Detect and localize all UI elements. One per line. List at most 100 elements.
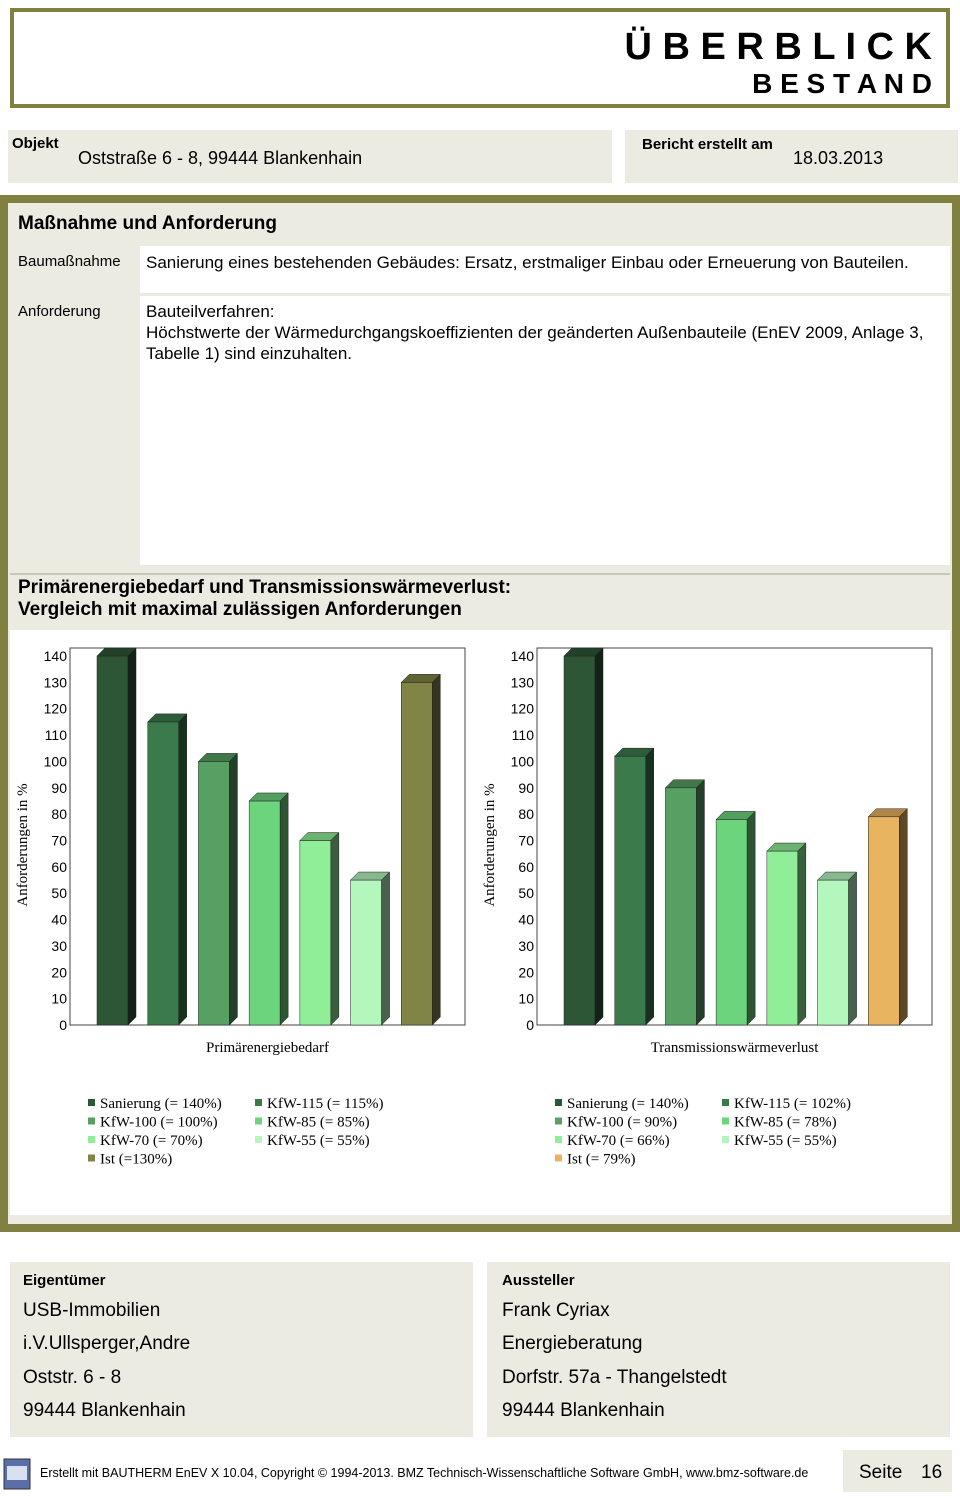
- owner-box: Eigentümer USB-Immobilien i.V.Ullsperger…: [10, 1262, 473, 1437]
- legend-label: Ist (=130%): [100, 1152, 172, 1168]
- object-value: Oststraße 6 - 8, 99444 Blankenhain: [78, 148, 363, 168]
- bar-front: [299, 840, 332, 1026]
- legend-swatch: [255, 1117, 262, 1125]
- header-subtitle: B E S T A N D: [752, 68, 932, 99]
- bar-front: [766, 850, 799, 1026]
- bar-side: [432, 673, 441, 1026]
- bar-side: [797, 842, 807, 1026]
- y-tick-label: 70: [51, 833, 67, 849]
- legend-swatch: [555, 1154, 562, 1162]
- issuer-line: 99444 Blankenhain: [502, 1400, 665, 1421]
- legend-label: KfW-85 (= 78%): [734, 1115, 837, 1131]
- y-tick-label: 110: [45, 727, 68, 743]
- y-tick-label: 90: [51, 780, 67, 796]
- issuer-line: Dorfstr. 57a - Thangelstedt: [502, 1367, 727, 1388]
- charts: 0102030405060708090100110120130140Anford…: [10, 630, 950, 1215]
- bar-front: [401, 682, 433, 1026]
- section-rule: [10, 573, 950, 575]
- legend-label: KfW-55 (= 55%): [267, 1133, 370, 1149]
- owner-line: USB-Immobilien: [23, 1300, 161, 1321]
- object-box: Objekt Oststraße 6 - 8, 99444 Blankenhai…: [8, 130, 612, 183]
- issuer-title: Aussteller: [502, 1272, 575, 1289]
- legend-swatch: [255, 1099, 262, 1106]
- legend-label: KfW-115 (= 102%): [734, 1096, 851, 1112]
- y-axis-label: Anforderungen in %: [482, 783, 498, 906]
- y-tick-label: 20: [518, 964, 534, 980]
- y-axis-label: Anforderungen in %: [15, 783, 31, 906]
- y-tick-label: 120: [44, 701, 68, 717]
- bar-front: [248, 800, 281, 1026]
- y-tick-label: 60: [51, 859, 67, 875]
- bar-front: [563, 655, 596, 1026]
- measure-cell: [140, 246, 950, 293]
- bar: [299, 831, 340, 1026]
- bar-front: [614, 755, 646, 1026]
- bar: [664, 779, 706, 1026]
- y-tick-label: 140: [511, 648, 535, 664]
- header-title: Ü B E R B L I C K: [624, 26, 932, 68]
- bar-side: [381, 871, 390, 1026]
- footer-text: Erstellt mit BAUTHERM EnEV X 10.04, Copy…: [40, 1466, 809, 1480]
- bar-side: [848, 871, 857, 1026]
- legend-label: KfW-55 (= 55%): [734, 1133, 837, 1149]
- y-tick-label: 50: [518, 885, 534, 901]
- report-box: Bericht erstellt am 18.03.2013: [625, 130, 958, 183]
- bar-front: [868, 816, 900, 1026]
- measure-label: Baumaßnahme: [18, 253, 121, 270]
- y-tick-label: 40: [518, 912, 534, 928]
- report-label: Bericht erstellt am: [642, 136, 773, 153]
- logo: [3, 1458, 31, 1490]
- measure-label: Anforderung: [18, 303, 101, 320]
- legend-swatch: [555, 1099, 562, 1106]
- report-value: 18.03.2013: [793, 148, 884, 168]
- issuer-box: Aussteller Frank Cyriax Energieberatung …: [487, 1262, 950, 1437]
- bar-front: [147, 721, 179, 1026]
- bar: [248, 792, 289, 1026]
- bar-side: [279, 792, 289, 1026]
- y-tick-label: 60: [518, 859, 534, 875]
- y-tick-label: 30: [51, 938, 67, 954]
- legend-label: Ist (= 79%): [567, 1152, 635, 1168]
- y-tick-label: 50: [51, 885, 67, 901]
- y-tick-label: 40: [51, 912, 67, 928]
- measures-title: Maßnahme und Anforderung: [18, 213, 277, 234]
- legend-label: KfW-85 (= 85%): [267, 1115, 370, 1131]
- legend-swatch: [722, 1136, 729, 1143]
- x-tick-label: Primärenergiebedarf: [206, 1040, 329, 1056]
- legend-swatch: [555, 1136, 562, 1143]
- bar: [349, 871, 391, 1026]
- y-tick-label: 130: [511, 674, 535, 690]
- measure-text: Sanierung eines bestehenden Gebäudes: Er…: [146, 253, 909, 272]
- bar-side: [899, 808, 908, 1026]
- header-box: Ü B E R B L I C K B E S T A N D: [10, 8, 950, 108]
- measure-text: Bauteilverfahren: Höchstwerte der Wärmed…: [146, 302, 924, 363]
- legend-label: Sanierung (= 140%): [100, 1096, 222, 1112]
- legend-label: KfW-70 (= 70%): [100, 1133, 203, 1149]
- measure-cell: [140, 296, 950, 565]
- bar: [400, 673, 441, 1026]
- y-tick-label: 100: [44, 753, 68, 769]
- bar: [96, 647, 137, 1026]
- legend-swatch: [88, 1117, 95, 1125]
- y-tick-label: 140: [44, 648, 68, 664]
- legend-swatch: [722, 1117, 729, 1125]
- page-box: Seite 16: [843, 1450, 952, 1492]
- bar: [867, 808, 908, 1026]
- bar: [766, 842, 807, 1026]
- y-tick-label: 80: [51, 806, 67, 822]
- bar-front: [665, 787, 697, 1026]
- bar: [197, 752, 239, 1026]
- legend-label: KfW-115 (= 115%): [267, 1096, 383, 1112]
- legend-swatch: [88, 1136, 95, 1143]
- bar-front: [817, 879, 849, 1026]
- bar-side: [594, 647, 604, 1026]
- legend-swatch: [88, 1154, 95, 1162]
- bar-side: [178, 713, 187, 1026]
- bar-side: [330, 831, 340, 1026]
- y-tick-label: 20: [51, 964, 67, 980]
- bar-side: [696, 779, 705, 1026]
- bar: [715, 810, 756, 1026]
- legend-label: KfW-70 (= 66%): [567, 1133, 670, 1149]
- bar-side: [127, 647, 137, 1026]
